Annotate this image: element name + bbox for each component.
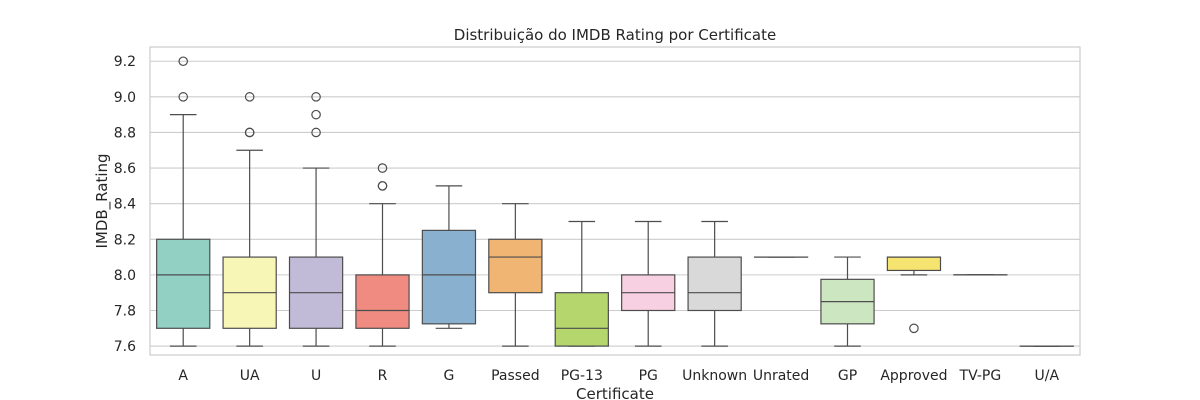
x-tick-label: PG-13 [561, 368, 603, 384]
x-tick-label: Passed [491, 368, 539, 384]
y-tick-label: 8.2 [114, 232, 136, 248]
y-tick-label: 8.4 [114, 197, 136, 213]
box-iqr [886, 256, 942, 272]
x-axis-title: Certificate [576, 385, 654, 400]
box-iqr [488, 238, 543, 294]
y-tick-label: 7.6 [114, 339, 136, 355]
box-gp [820, 256, 875, 347]
x-tick-label: TV-PG [959, 368, 1002, 384]
outlier-point [311, 92, 321, 102]
box-passed [488, 203, 543, 347]
outlier-point [311, 127, 321, 138]
x-tick-label: PG [639, 368, 658, 384]
x-tick-label: R [378, 368, 388, 384]
box-g [421, 185, 477, 329]
y-tick-label: 9.2 [114, 54, 136, 70]
box-approved [886, 256, 942, 334]
box-iqr [421, 229, 477, 325]
x-tick-label: U/A [1035, 368, 1060, 384]
box-ua [222, 92, 277, 347]
outlier-point [244, 127, 255, 138]
box-iqr [687, 256, 742, 312]
x-tick-label: U [311, 368, 321, 384]
y-tick-label: 8.0 [114, 268, 136, 284]
outlier-point [377, 163, 388, 173]
outlier-point [311, 109, 321, 120]
box-pg [621, 220, 676, 347]
box-iqr [156, 238, 211, 329]
x-tick-labels: A UA U R G Passed PG-13 PG Unknown Unrated GP Appro… [178, 368, 1059, 384]
outlier-point [178, 92, 189, 102]
x-tick-label: Unknown [682, 368, 747, 384]
box-pg-13 [554, 220, 609, 347]
y-tick-label: 9.0 [114, 90, 136, 106]
y-tick-label: 8.6 [114, 161, 136, 177]
y-tick-label: 7.8 [114, 303, 136, 319]
box-iqr [554, 292, 609, 347]
outlier-point [909, 323, 919, 334]
boxes-layer [156, 56, 1074, 347]
box-iqr [355, 274, 410, 329]
x-tick-label: Unrated [753, 368, 809, 384]
outlier-point [178, 56, 189, 67]
x-tick-label: GP [838, 368, 857, 384]
x-tick-label: A [178, 368, 188, 384]
x-tick-label: Approved [880, 368, 947, 384]
box-unknown [687, 220, 742, 347]
x-tick-label: UA [240, 368, 260, 384]
outlier-point [244, 92, 255, 102]
y-tick-labels: 7.6 7.8 8.0 8.2 8.4 8.6 8.8 9.0 9.2 [114, 54, 136, 355]
y-tick-label: 8.8 [114, 125, 136, 141]
box-u [288, 92, 344, 347]
box-r [355, 163, 410, 347]
y-axis-title: IMDB_Rating [93, 153, 112, 248]
outlier-point [377, 181, 388, 191]
x-tick-label: G [443, 368, 454, 384]
box-a [156, 56, 211, 347]
chart-title: Distribuição do IMDB Rating por Certific… [454, 26, 776, 44]
